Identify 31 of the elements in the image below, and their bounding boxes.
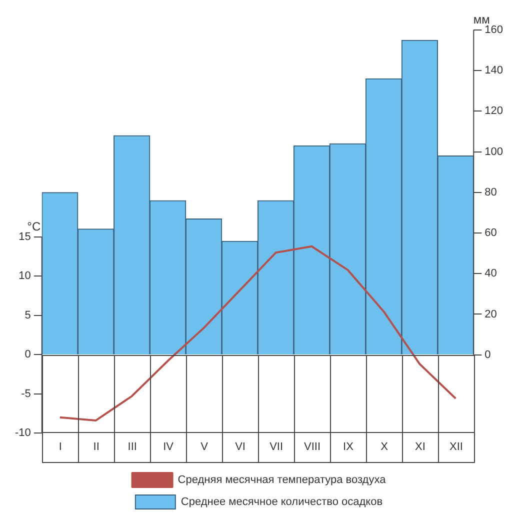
y2-tick-label: 40 xyxy=(484,268,497,280)
y2-axis-title: мм xyxy=(473,12,490,26)
y-tick-label: 15 xyxy=(18,231,31,244)
x-tick-label: IV xyxy=(150,432,186,462)
x-tick-label: II xyxy=(78,432,114,462)
x-tick-label: VII xyxy=(258,432,294,462)
y2-tick-label: 80 xyxy=(484,186,497,198)
y2-tick-label: 20 xyxy=(484,308,497,320)
x-tick-label: III xyxy=(114,432,150,462)
y-tick-label: -10 xyxy=(14,427,31,440)
x-tick-label: V xyxy=(186,432,222,462)
x-tick-label: XII xyxy=(438,432,474,462)
legend-label: Среднее месячное количество осадков xyxy=(180,496,383,508)
y2-tick-label: 120 xyxy=(484,105,504,118)
y2-tick-label: 160 xyxy=(484,24,504,36)
y-tick-label: 0 xyxy=(24,348,31,361)
x-tick-label: VI xyxy=(222,432,258,462)
y-tick-label: -5 xyxy=(21,388,31,400)
y2-tick-label: 140 xyxy=(484,64,504,77)
y-tick-label: 5 xyxy=(24,309,31,322)
y2-tick-label: 0 xyxy=(484,348,491,361)
x-tick-label: XI xyxy=(402,432,438,462)
y-tick-label: 10 xyxy=(18,270,31,282)
y-axis-title: °C xyxy=(27,219,41,234)
x-tick-label: X xyxy=(366,432,402,462)
x-tick-label: I xyxy=(42,432,78,462)
x-tick-label: VIII xyxy=(294,432,330,462)
y2-tick-label: 100 xyxy=(484,146,504,158)
x-tick-label: IX xyxy=(330,432,366,462)
y2-tick-label: 60 xyxy=(484,227,497,240)
legend-label: Средняя месячная температура воздуха xyxy=(178,474,387,486)
